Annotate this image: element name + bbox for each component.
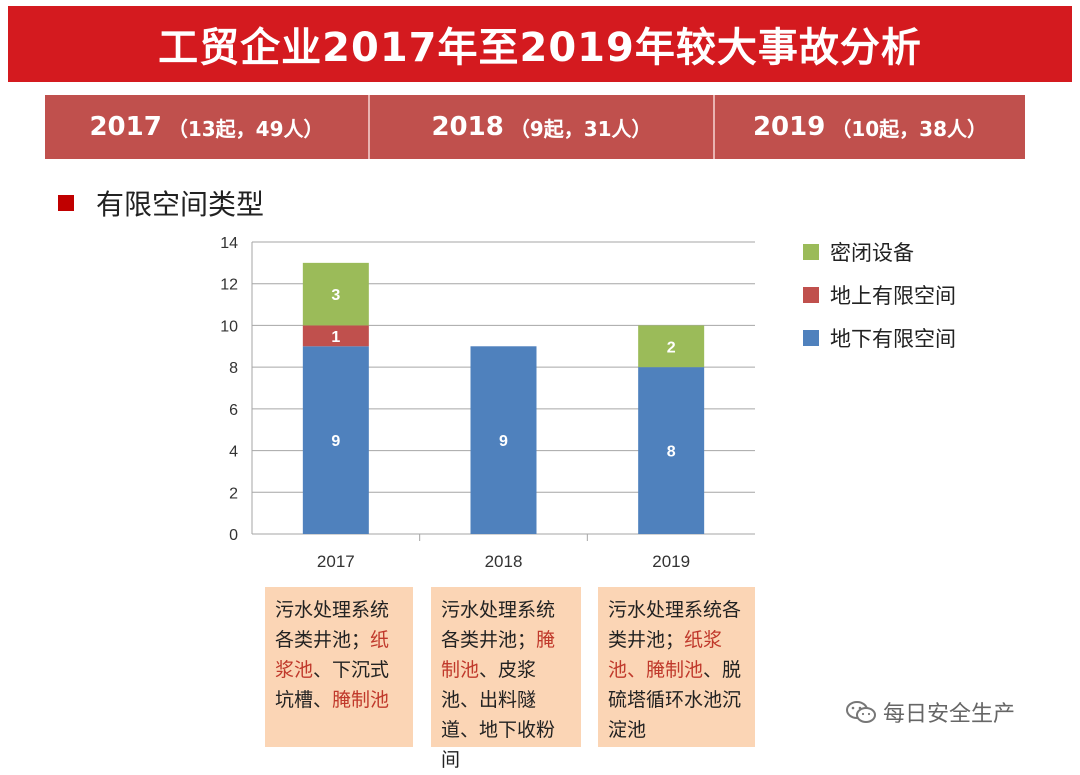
year-detail: （9起，31人） <box>509 116 652 141</box>
note-text: 污水处理系统各类井池； <box>441 599 556 651</box>
legend-swatch <box>803 287 819 303</box>
year-label: 2018 <box>431 112 504 142</box>
data-label: 8 <box>667 444 676 461</box>
legend-swatch <box>803 244 819 260</box>
year-label: 2017 <box>89 112 162 142</box>
year-detail: （10起，38人） <box>831 116 988 141</box>
y-tick-label: 6 <box>229 402 238 419</box>
note-text: 污水处理系统各类井池； <box>275 599 390 651</box>
year-cell-2017: 2017 （13起，49人） <box>45 95 370 159</box>
year-detail: （13起，49人） <box>167 116 324 141</box>
y-tick-label: 8 <box>229 360 238 377</box>
data-label: 1 <box>331 329 340 346</box>
bar-segment <box>470 346 537 534</box>
x-tick-label: 2019 <box>652 552 690 571</box>
title-banner: 工贸企业2017年至2019年较大事故分析 <box>8 6 1072 82</box>
legend-label: 密闭设备 <box>830 241 914 265</box>
legend-swatch <box>803 330 819 346</box>
note-text: 腌制池 <box>441 629 556 681</box>
bar-segment <box>302 346 369 534</box>
y-tick-label: 2 <box>229 485 238 502</box>
note-text: 、脱硫塔循环水池沉淀池 <box>608 659 742 741</box>
year-cell-2018: 2018 （9起，31人） <box>370 95 715 159</box>
note-text: 、下沉式坑槽、 <box>275 659 390 711</box>
note-box-2017: 污水处理系统各类井池；纸浆池、下沉式坑槽、腌制池 <box>265 587 413 747</box>
bar-segment <box>302 325 369 347</box>
year-summary-bar: 2017 （13起，49人） 2018 （9起，31人） 2019 （10起，3… <box>45 95 1025 159</box>
bar-segment <box>638 325 705 368</box>
page-title: 工贸企业2017年至2019年较大事故分析 <box>158 25 922 71</box>
note-text: 污水处理系统各类井池； <box>608 599 742 651</box>
y-tick-label: 4 <box>229 444 238 461</box>
data-label: 9 <box>331 433 340 450</box>
data-label: 9 <box>499 433 508 450</box>
y-tick-label: 14 <box>220 235 238 252</box>
y-tick-label: 12 <box>220 277 238 294</box>
data-label: 2 <box>667 339 676 356</box>
watermark-text: 每日安全生产 <box>883 702 1016 727</box>
year-label: 2019 <box>752 112 826 142</box>
square-bullet-icon <box>58 195 74 211</box>
y-tick-label: 10 <box>220 318 238 335</box>
section-heading: 有限空间类型 <box>58 186 265 221</box>
wechat-icon <box>846 701 876 723</box>
year-cell-2019: 2019 （10起，38人） <box>715 95 1025 159</box>
x-tick-label: 2017 <box>317 552 355 571</box>
bar-segment <box>638 367 705 534</box>
note-text: 纸浆池 <box>275 629 390 681</box>
data-label: 3 <box>331 287 340 304</box>
section-label: 有限空间类型 <box>96 188 265 221</box>
note-box-2018: 污水处理系统各类井池；腌制池、皮浆池、出料隧道、地下收粉间 <box>431 587 581 771</box>
stacked-bar-chart: 0 2 4 6 8 10 12 14 9 1 3 2017 9 2018 8 2 2019 密闭设备地上有限空间地… <box>220 235 956 571</box>
legend-label: 地上有限空间 <box>830 284 956 308</box>
note-box-2019: 污水处理系统各类井池；纸浆池、腌制池、脱硫塔循环水池沉淀池 <box>598 587 755 747</box>
bar-segment <box>302 262 369 326</box>
legend-label: 地下有限空间 <box>830 327 956 351</box>
y-tick-label: 0 <box>229 527 238 544</box>
note-text: 腌制池 <box>332 689 390 711</box>
x-tick-label: 2018 <box>485 552 523 571</box>
note-text: 纸浆池、腌制池 <box>608 629 723 681</box>
watermark: 每日安全生产 <box>845 695 1015 729</box>
